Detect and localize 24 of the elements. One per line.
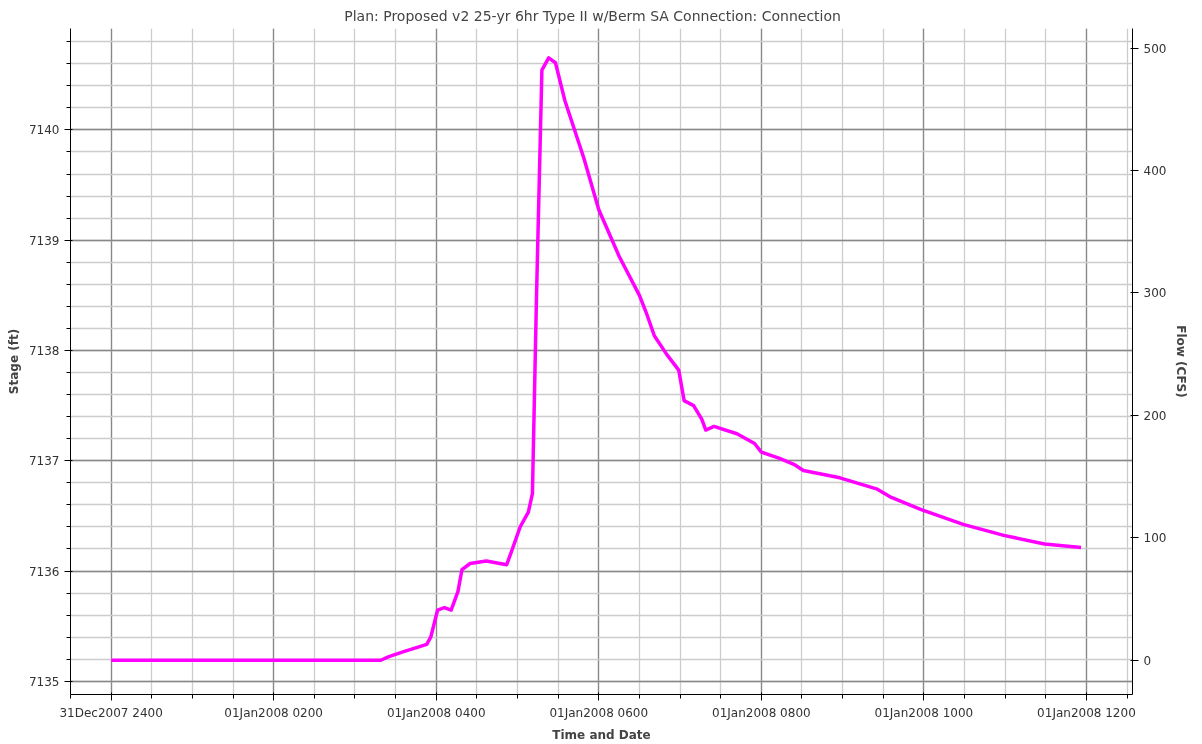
y-tick-label: 7138 [28,343,60,358]
y2-tick-label: 300 [1143,286,1167,301]
y-tick-label: 7140 [28,123,60,138]
y2-tick-label: 500 [1143,41,1167,56]
x-tick-label: 01Jan2008 1000 [874,705,974,720]
x-axis-title: Time and Date [552,727,651,742]
y2-axis-title: Flow (CFS) [1174,325,1189,398]
y-tick-label: 7135 [28,674,60,689]
x-tick-label: 01Jan2008 0800 [712,705,811,720]
y2-tick-label: 200 [1143,408,1167,423]
y2-tick-label: 0 [1143,653,1152,668]
x-tick-label: 01Jan2008 0400 [386,705,486,720]
text: 31Dec2007 2400 [59,705,163,720]
y-tick-label: 7139 [28,233,60,248]
x-tick-label: 01Jan2008 0200 [224,705,324,720]
y-tick-label: 7136 [28,564,60,579]
y-tick-label: 7137 [28,454,60,469]
y2-tick-label: 400 [1143,164,1167,179]
x-tick-label: 01Jan2008 1200 [1037,705,1136,720]
x-tick-label: 01Jan2008 0600 [549,705,649,720]
y2-tick-label: 100 [1143,531,1167,546]
chart-title: Plan: Proposed v2 25-yr 6hr Type II w/Berm SA Connection: Connection [344,7,841,24]
y-axis-title: Stage (ft) [6,328,21,395]
line-series [109,56,1083,662]
